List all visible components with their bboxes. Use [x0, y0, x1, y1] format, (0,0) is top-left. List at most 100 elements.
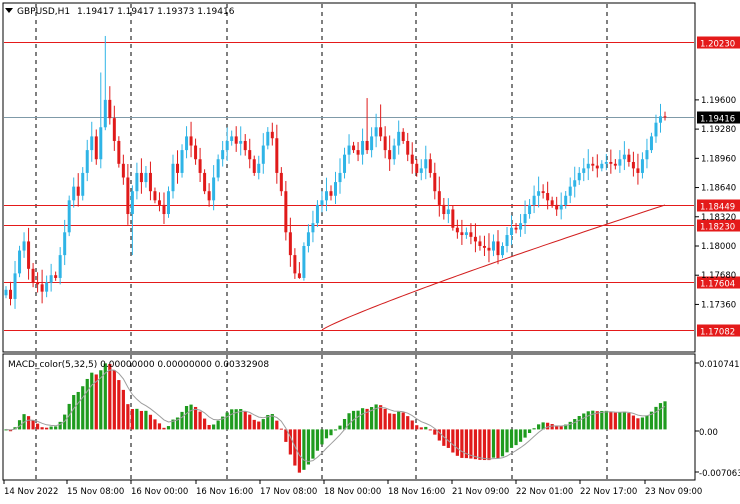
- candle-body[interactable]: [221, 150, 225, 160]
- candle-body[interactable]: [559, 204, 563, 210]
- candle-body[interactable]: [622, 154, 626, 160]
- candle-body[interactable]: [261, 145, 265, 164]
- candle-body[interactable]: [654, 122, 658, 137]
- candle-body[interactable]: [4, 289, 8, 296]
- candle-body[interactable]: [379, 127, 383, 137]
- candle-body[interactable]: [58, 255, 62, 278]
- candle-body[interactable]: [546, 193, 550, 201]
- candle-body[interactable]: [437, 191, 441, 205]
- candle-body[interactable]: [243, 140, 247, 151]
- candle-body[interactable]: [510, 227, 514, 236]
- candle-body[interactable]: [311, 223, 315, 233]
- candle-body[interactable]: [171, 163, 175, 192]
- candle-body[interactable]: [13, 273, 17, 299]
- candle-body[interactable]: [600, 163, 604, 169]
- candle-body[interactable]: [383, 136, 387, 151]
- candle-body[interactable]: [541, 191, 545, 194]
- candle-body[interactable]: [135, 172, 139, 192]
- candle-body[interactable]: [428, 159, 432, 173]
- candle-body[interactable]: [523, 214, 527, 224]
- candle-body[interactable]: [401, 131, 405, 141]
- candle-body[interactable]: [252, 159, 256, 173]
- candle-body[interactable]: [356, 150, 360, 155]
- candle-body[interactable]: [397, 131, 401, 146]
- candle-body[interactable]: [478, 241, 482, 246]
- candle-body[interactable]: [460, 232, 464, 236]
- candle-body[interactable]: [275, 138, 279, 173]
- candle-body[interactable]: [613, 163, 617, 166]
- candle-body[interactable]: [334, 182, 337, 196]
- candle-body[interactable]: [487, 247, 491, 251]
- candle-body[interactable]: [40, 284, 44, 292]
- candle-body[interactable]: [347, 145, 351, 155]
- candle-body[interactable]: [451, 209, 455, 228]
- candle-body[interactable]: [90, 136, 94, 151]
- candle-body[interactable]: [591, 163, 595, 166]
- candle-body[interactable]: [464, 232, 468, 236]
- candle-body[interactable]: [410, 154, 414, 164]
- candle-body[interactable]: [365, 140, 369, 151]
- candle-body[interactable]: [157, 200, 161, 205]
- candle-body[interactable]: [207, 191, 211, 201]
- candle-body[interactable]: [514, 227, 518, 230]
- candle-body[interactable]: [455, 227, 459, 233]
- candle-body[interactable]: [27, 241, 31, 269]
- horizontal-levels[interactable]: 1.20230 1.18449 1.18230 1.17604 1.17082 1.194…: [4, 36, 740, 338]
- candle-body[interactable]: [352, 145, 356, 151]
- candle-body[interactable]: [618, 159, 622, 166]
- candle-body[interactable]: [248, 150, 252, 160]
- candle-body[interactable]: [640, 159, 644, 173]
- candle-body[interactable]: [519, 223, 523, 230]
- candle-body[interactable]: [320, 200, 324, 205]
- candle-body[interactable]: [266, 131, 270, 146]
- candle-body[interactable]: [564, 195, 568, 205]
- candle-body[interactable]: [189, 136, 193, 146]
- candle-body[interactable]: [442, 204, 446, 215]
- candle-body[interactable]: [234, 136, 238, 144]
- candle-body[interactable]: [112, 118, 116, 141]
- candle-body[interactable]: [491, 241, 495, 251]
- candle-body[interactable]: [166, 191, 170, 215]
- candle-body[interactable]: [72, 186, 76, 201]
- candle-body[interactable]: [324, 191, 328, 201]
- candle-body[interactable]: [288, 232, 292, 256]
- candle-body[interactable]: [419, 168, 423, 173]
- candle-body[interactable]: [139, 172, 143, 183]
- symbol-menu-triangle-icon[interactable]: [5, 8, 13, 13]
- candle-body[interactable]: [148, 172, 152, 192]
- candle-body[interactable]: [212, 177, 216, 201]
- candle-body[interactable]: [302, 245, 306, 278]
- candle-body[interactable]: [582, 168, 586, 173]
- candle-body[interactable]: [194, 145, 198, 160]
- candle-body[interactable]: [284, 191, 288, 233]
- candle-body[interactable]: [424, 159, 428, 169]
- candle-body[interactable]: [388, 150, 392, 160]
- candle-body[interactable]: [473, 236, 477, 242]
- candle-body[interactable]: [406, 140, 410, 155]
- candle-body[interactable]: [239, 140, 243, 144]
- candle-body[interactable]: [162, 204, 166, 215]
- candle-body[interactable]: [627, 154, 631, 162]
- candles[interactable]: [4, 35, 667, 309]
- candle-body[interactable]: [45, 282, 49, 292]
- candle-body[interactable]: [446, 209, 450, 215]
- candle-body[interactable]: [631, 161, 635, 169]
- candle-body[interactable]: [595, 165, 599, 169]
- candle-body[interactable]: [293, 255, 297, 274]
- candle-body[interactable]: [604, 161, 608, 164]
- candle-body[interactable]: [63, 232, 67, 256]
- candle-body[interactable]: [49, 275, 53, 283]
- candle-body[interactable]: [658, 116, 662, 123]
- candle-body[interactable]: [370, 136, 374, 151]
- candle-body[interactable]: [225, 140, 229, 151]
- candle-body[interactable]: [532, 195, 536, 205]
- candle-body[interactable]: [469, 232, 473, 237]
- candle-body[interactable]: [117, 140, 121, 164]
- candle-body[interactable]: [415, 163, 419, 173]
- candle-body[interactable]: [153, 191, 157, 201]
- candle-body[interactable]: [537, 191, 541, 196]
- candle-body[interactable]: [130, 191, 134, 215]
- candle-body[interactable]: [108, 99, 112, 119]
